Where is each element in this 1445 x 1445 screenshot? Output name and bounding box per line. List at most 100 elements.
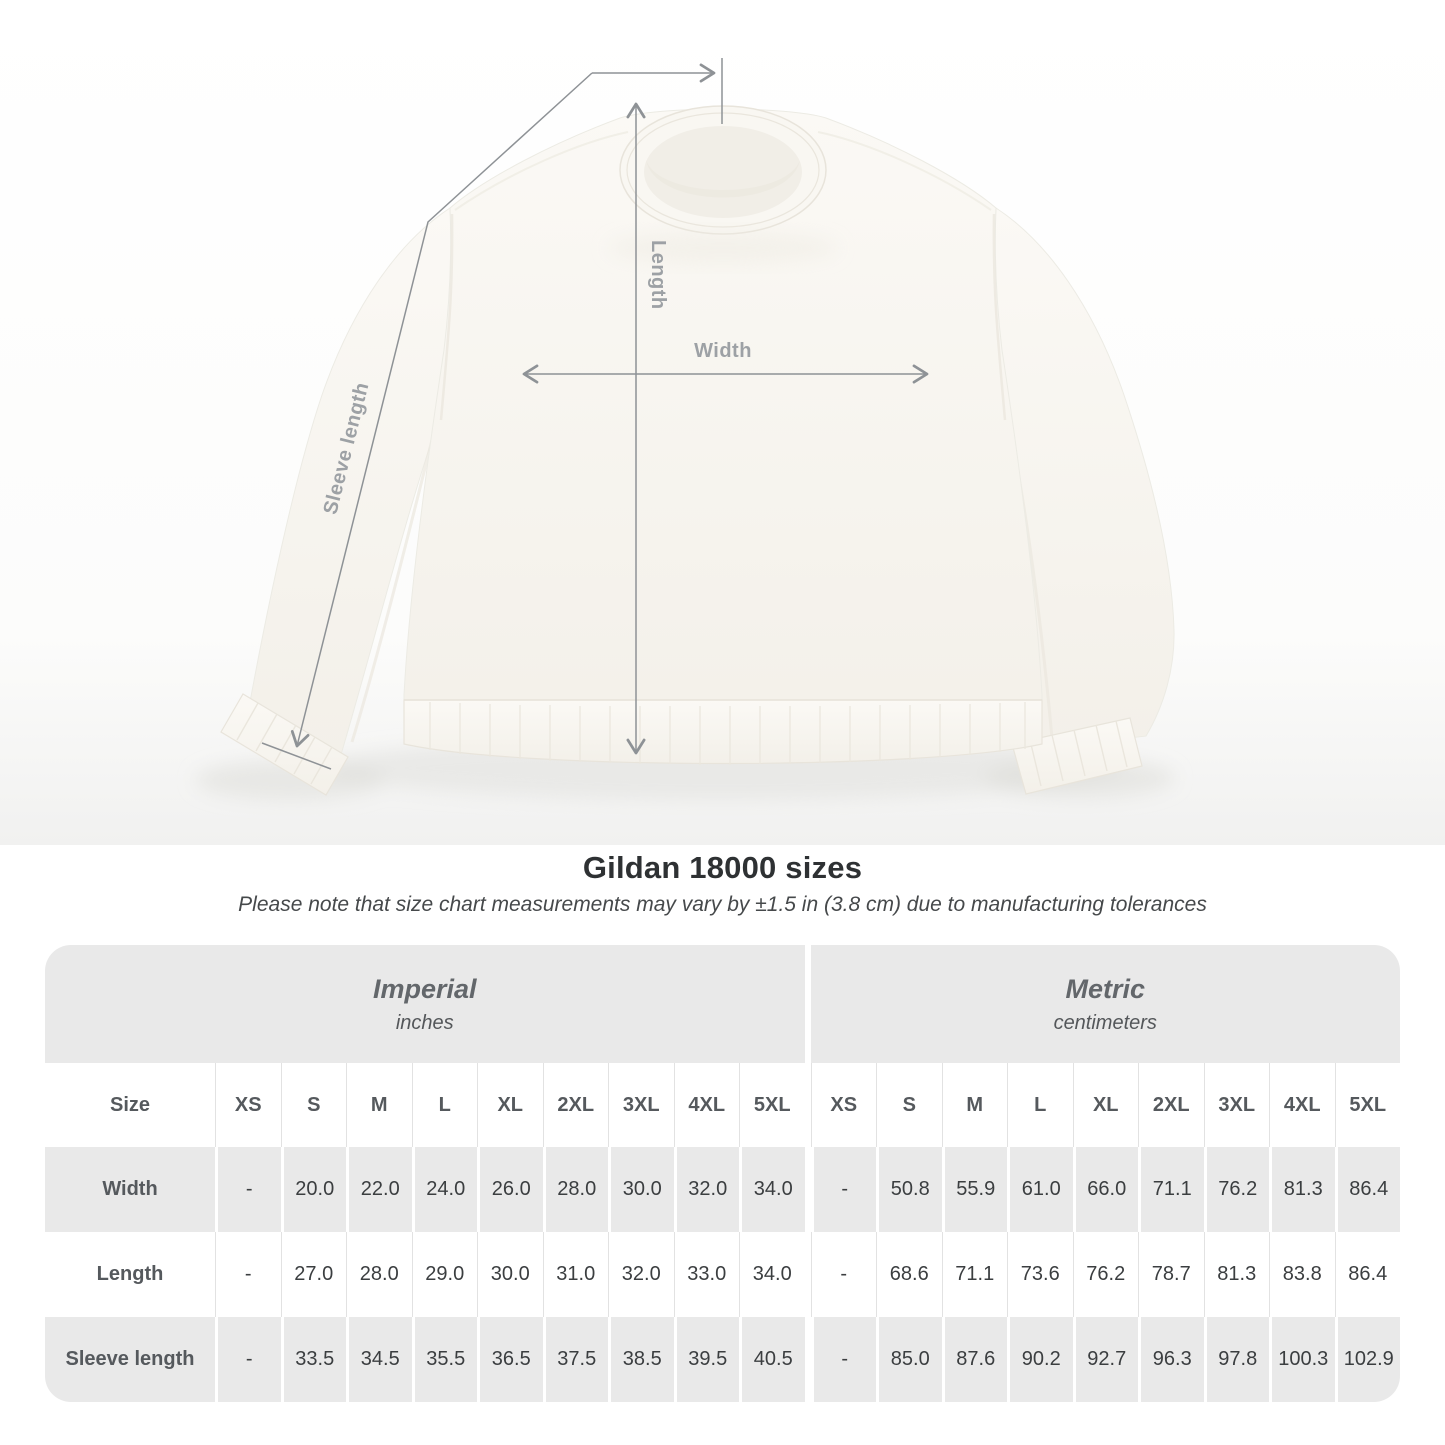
cell: 100.3 <box>1269 1317 1335 1402</box>
size-col-header: 4XL <box>673 1063 740 1147</box>
cell: 32.0 <box>673 1147 739 1232</box>
cell: 92.7 <box>1072 1317 1138 1402</box>
size-col-header: XS <box>215 1063 281 1147</box>
cell: 83.8 <box>1269 1232 1335 1317</box>
cell: 76.2 <box>1072 1232 1139 1317</box>
cell: 97.8 <box>1203 1317 1269 1402</box>
size-col-header: L <box>1007 1063 1073 1147</box>
cell: 29.0 <box>411 1232 478 1317</box>
cell: 24.0 <box>411 1147 477 1232</box>
cell: 20.0 <box>280 1147 346 1232</box>
size-col-header: 4XL <box>1269 1063 1335 1147</box>
waistband <box>403 699 1043 765</box>
size-col-header: 3XL <box>608 1063 674 1147</box>
size-col-header: 3XL <box>1203 1063 1270 1147</box>
cell: 71.1 <box>941 1232 1008 1317</box>
cell: - <box>810 1317 876 1402</box>
size-col-header: XL <box>1072 1063 1139 1147</box>
cell: 26.0 <box>477 1147 543 1232</box>
cell: 96.3 <box>1138 1317 1204 1402</box>
cell: 87.6 <box>941 1317 1007 1402</box>
length-dimension-label: Length <box>647 240 669 310</box>
imperial-unit: inches <box>395 1011 454 1034</box>
cell: 68.6 <box>876 1232 942 1317</box>
size-col-header: 2XL <box>542 1063 609 1147</box>
size-corner-label: Size <box>109 1093 151 1116</box>
cell: 73.6 <box>1007 1232 1073 1317</box>
size-col-header: M <box>941 1063 1008 1147</box>
cell: 28.0 <box>346 1232 412 1317</box>
cell: 61.0 <box>1007 1147 1073 1232</box>
size-col-header: M <box>346 1063 412 1147</box>
tolerance-note: Please note that size chart measurements… <box>238 893 1207 916</box>
cell: 34.5 <box>346 1317 412 1402</box>
imperial-title: Imperial <box>372 973 477 1004</box>
measurement-lines <box>261 58 929 770</box>
cell: 55.9 <box>941 1147 1007 1232</box>
cell: 71.1 <box>1138 1147 1204 1232</box>
cell: 28.0 <box>542 1147 608 1232</box>
metric-header-block: Metric centimeters <box>810 945 1400 1063</box>
cell: 31.0 <box>542 1232 609 1317</box>
page-title: Gildan 18000 sizes <box>582 850 863 885</box>
cell: 81.3 <box>1203 1232 1270 1317</box>
collar <box>619 105 827 235</box>
cell: 86.4 <box>1334 1147 1400 1232</box>
cell: 90.2 <box>1007 1317 1073 1402</box>
cell: 102.9 <box>1334 1317 1400 1402</box>
cell: 36.5 <box>477 1317 543 1402</box>
right-cuff <box>1011 717 1143 795</box>
cell: 66.0 <box>1072 1147 1138 1232</box>
size-col-header: 2XL <box>1138 1063 1204 1147</box>
cell: 38.5 <box>608 1317 674 1402</box>
cell: 50.8 <box>876 1147 942 1232</box>
cell: 78.7 <box>1138 1232 1204 1317</box>
size-col-header: XS <box>810 1063 877 1147</box>
cell: 85.0 <box>876 1317 942 1402</box>
cell: 33.5 <box>280 1317 346 1402</box>
cell: - <box>215 1147 281 1232</box>
cell: 22.0 <box>346 1147 412 1232</box>
imperial-header-block: Imperial inches <box>45 945 805 1063</box>
cell: - <box>810 1147 876 1232</box>
cell: - <box>215 1232 281 1317</box>
cell: 34.0 <box>739 1232 805 1317</box>
cell: 39.5 <box>673 1317 739 1402</box>
size-col-header: XL <box>477 1063 543 1147</box>
cell: 81.3 <box>1269 1147 1335 1232</box>
size-col-header: S <box>876 1063 942 1147</box>
cell: 40.5 <box>739 1317 805 1402</box>
cell: - <box>810 1232 877 1317</box>
product-photo: Length Width Sleeve length <box>0 0 1445 845</box>
table-row-sleeve-length: Sleeve length - 33.5 34.5 35.5 36.5 37.5… <box>45 1317 1400 1402</box>
size-col-header: 5XL <box>1334 1063 1401 1147</box>
sweatshirt-illustration <box>0 0 1445 845</box>
cell: 30.0 <box>608 1147 674 1232</box>
size-col-header: S <box>280 1063 347 1147</box>
row-label: Sleeve length <box>45 1317 215 1402</box>
metric-unit: centimeters <box>1053 1011 1157 1034</box>
size-col-header: L <box>411 1063 478 1147</box>
cell: 86.4 <box>1334 1232 1401 1317</box>
table-row-length: Length - 27.0 28.0 29.0 30.0 31.0 32.0 3… <box>45 1232 1400 1317</box>
cell: 27.0 <box>280 1232 347 1317</box>
width-dimension-label: Width <box>694 340 752 362</box>
cell: 32.0 <box>608 1232 674 1317</box>
cell: 34.0 <box>739 1147 805 1232</box>
size-table: Imperial inches Metric centimeters Size … <box>45 945 1400 1402</box>
metric-title: Metric <box>1065 973 1146 1004</box>
size-col-header: 5XL <box>739 1063 805 1147</box>
sleeve-length-arrow <box>290 72 593 748</box>
collar-shadow <box>608 232 838 264</box>
cell: 76.2 <box>1203 1147 1269 1232</box>
row-label: Length <box>96 1263 164 1285</box>
cell: 37.5 <box>542 1317 608 1402</box>
cell: 30.0 <box>477 1232 543 1317</box>
cell: 33.0 <box>673 1232 740 1317</box>
cell: 35.5 <box>411 1317 477 1402</box>
row-label: Width <box>45 1147 215 1232</box>
unit-header-row: Imperial inches Metric centimeters <box>45 945 1400 1063</box>
cuff-tick <box>261 742 332 770</box>
size-header-row: Size XS S M L XL 2XL 3XL 4XL 5XL XS S M … <box>45 1063 1400 1147</box>
